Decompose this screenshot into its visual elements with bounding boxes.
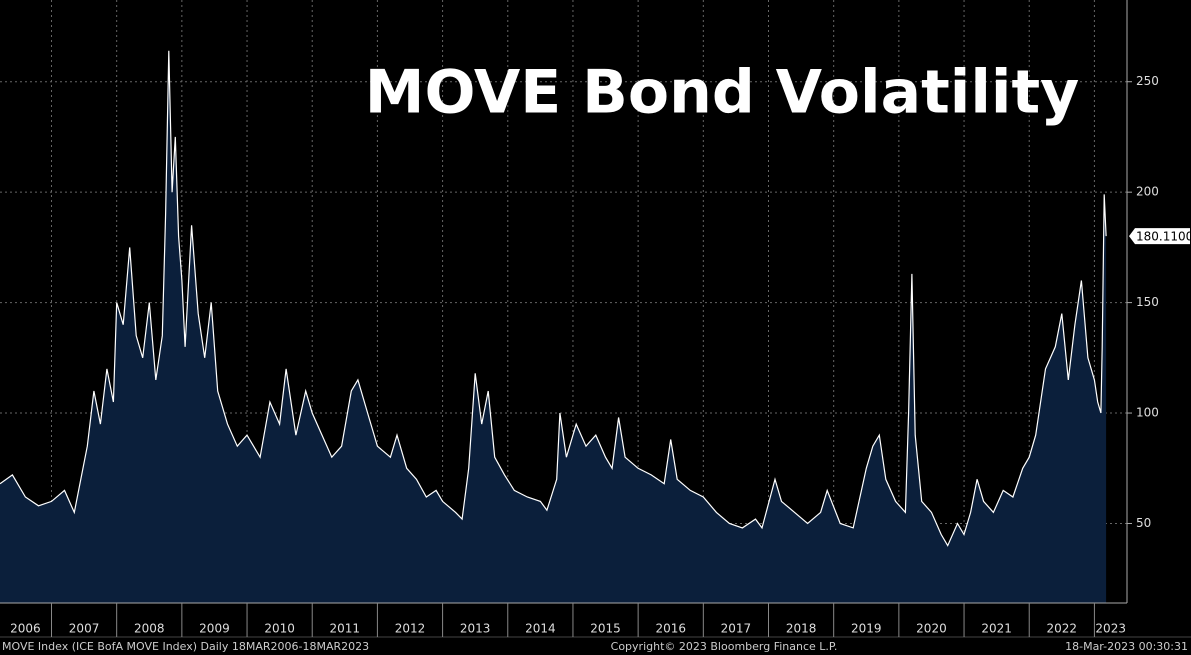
x-tick-label: 2014 <box>525 622 556 636</box>
x-tick-label: 2008 <box>134 622 165 636</box>
y-tick-label: 100 <box>1136 406 1159 420</box>
x-tick-label: 2009 <box>199 622 230 636</box>
x-tick-label: 2011 <box>330 622 361 636</box>
x-tick-label: 2022 <box>1047 622 1078 636</box>
y-tick-label: 150 <box>1136 295 1159 309</box>
x-tick-label: 2007 <box>69 622 100 636</box>
last-value-marker <box>1129 228 1190 245</box>
y-tick-label: 250 <box>1136 74 1159 88</box>
area-fill <box>0 50 1107 604</box>
x-tick-label: 2019 <box>851 622 882 636</box>
footer-right: 18-Mar-2023 00:30:31 <box>1065 640 1188 653</box>
x-tick-label: 2013 <box>460 622 491 636</box>
x-tick-label: 2006 <box>10 622 41 636</box>
y-tick-label: 50 <box>1136 516 1151 530</box>
x-tick-label: 2010 <box>264 622 295 636</box>
x-tick-label: 2015 <box>590 622 621 636</box>
y-tick-label: 200 <box>1136 185 1159 199</box>
x-tick-label: 2016 <box>655 622 686 636</box>
chart-title: MOVE Bond Volatility <box>365 58 1080 128</box>
footer-center: Copyright© 2023 Bloomberg Finance L.P. <box>611 640 838 653</box>
line <box>0 50 1107 547</box>
x-tick-label: 2023 <box>1095 622 1126 636</box>
footer-left: MOVE Index (ICE BofA MOVE Index) Daily 1… <box>2 640 369 653</box>
x-tick-label: 2017 <box>721 622 752 636</box>
x-tick-label: 2020 <box>916 622 947 636</box>
x-tick-label: 2012 <box>395 622 426 636</box>
plot <box>0 0 1127 604</box>
last-value-label: 180.1100 <box>1136 230 1191 244</box>
x-tick-label: 2018 <box>786 622 817 636</box>
x-tick-label: 2021 <box>981 622 1012 636</box>
